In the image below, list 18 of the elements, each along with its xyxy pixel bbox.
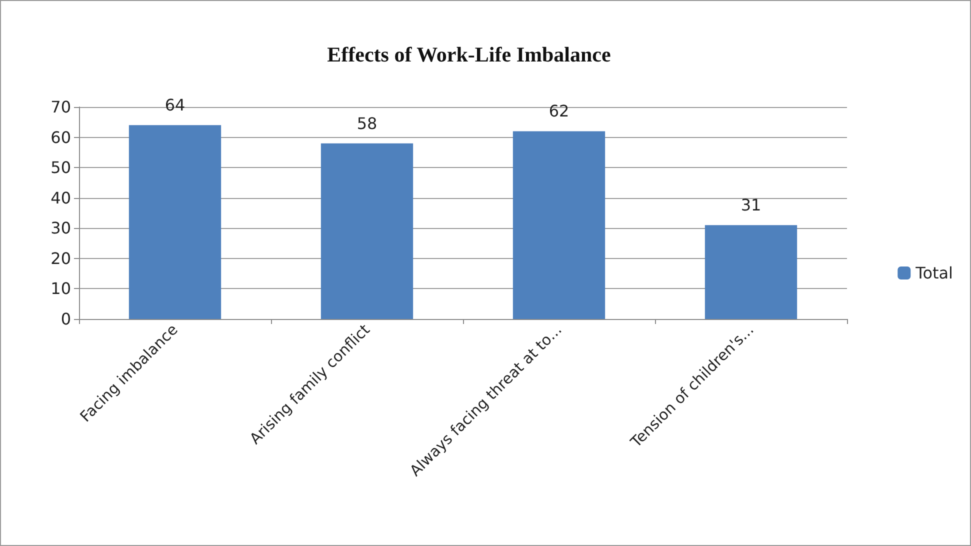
bar — [128, 125, 222, 319]
y-tick-label: 60 — [50, 128, 71, 147]
data-label: 31 — [740, 196, 762, 215]
bar — [320, 143, 414, 319]
y-tick-label: 50 — [50, 158, 71, 178]
data-label: 62 — [548, 102, 570, 121]
bar — [512, 131, 606, 319]
y-tick-label: 0 — [60, 310, 71, 328]
y-tick-label: 20 — [50, 248, 71, 268]
data-label: 58 — [356, 114, 378, 133]
y-tick-label: 10 — [50, 279, 71, 298]
bar — [704, 225, 798, 319]
data-label: 64 — [164, 96, 186, 115]
chart-title: Effects of Work-Life Imbalance — [327, 42, 611, 66]
y-tick-label: 70 — [50, 98, 71, 116]
y-tick-label: 30 — [50, 218, 71, 238]
legend-label: Total — [914, 264, 954, 282]
y-tick-label: 40 — [50, 188, 71, 208]
